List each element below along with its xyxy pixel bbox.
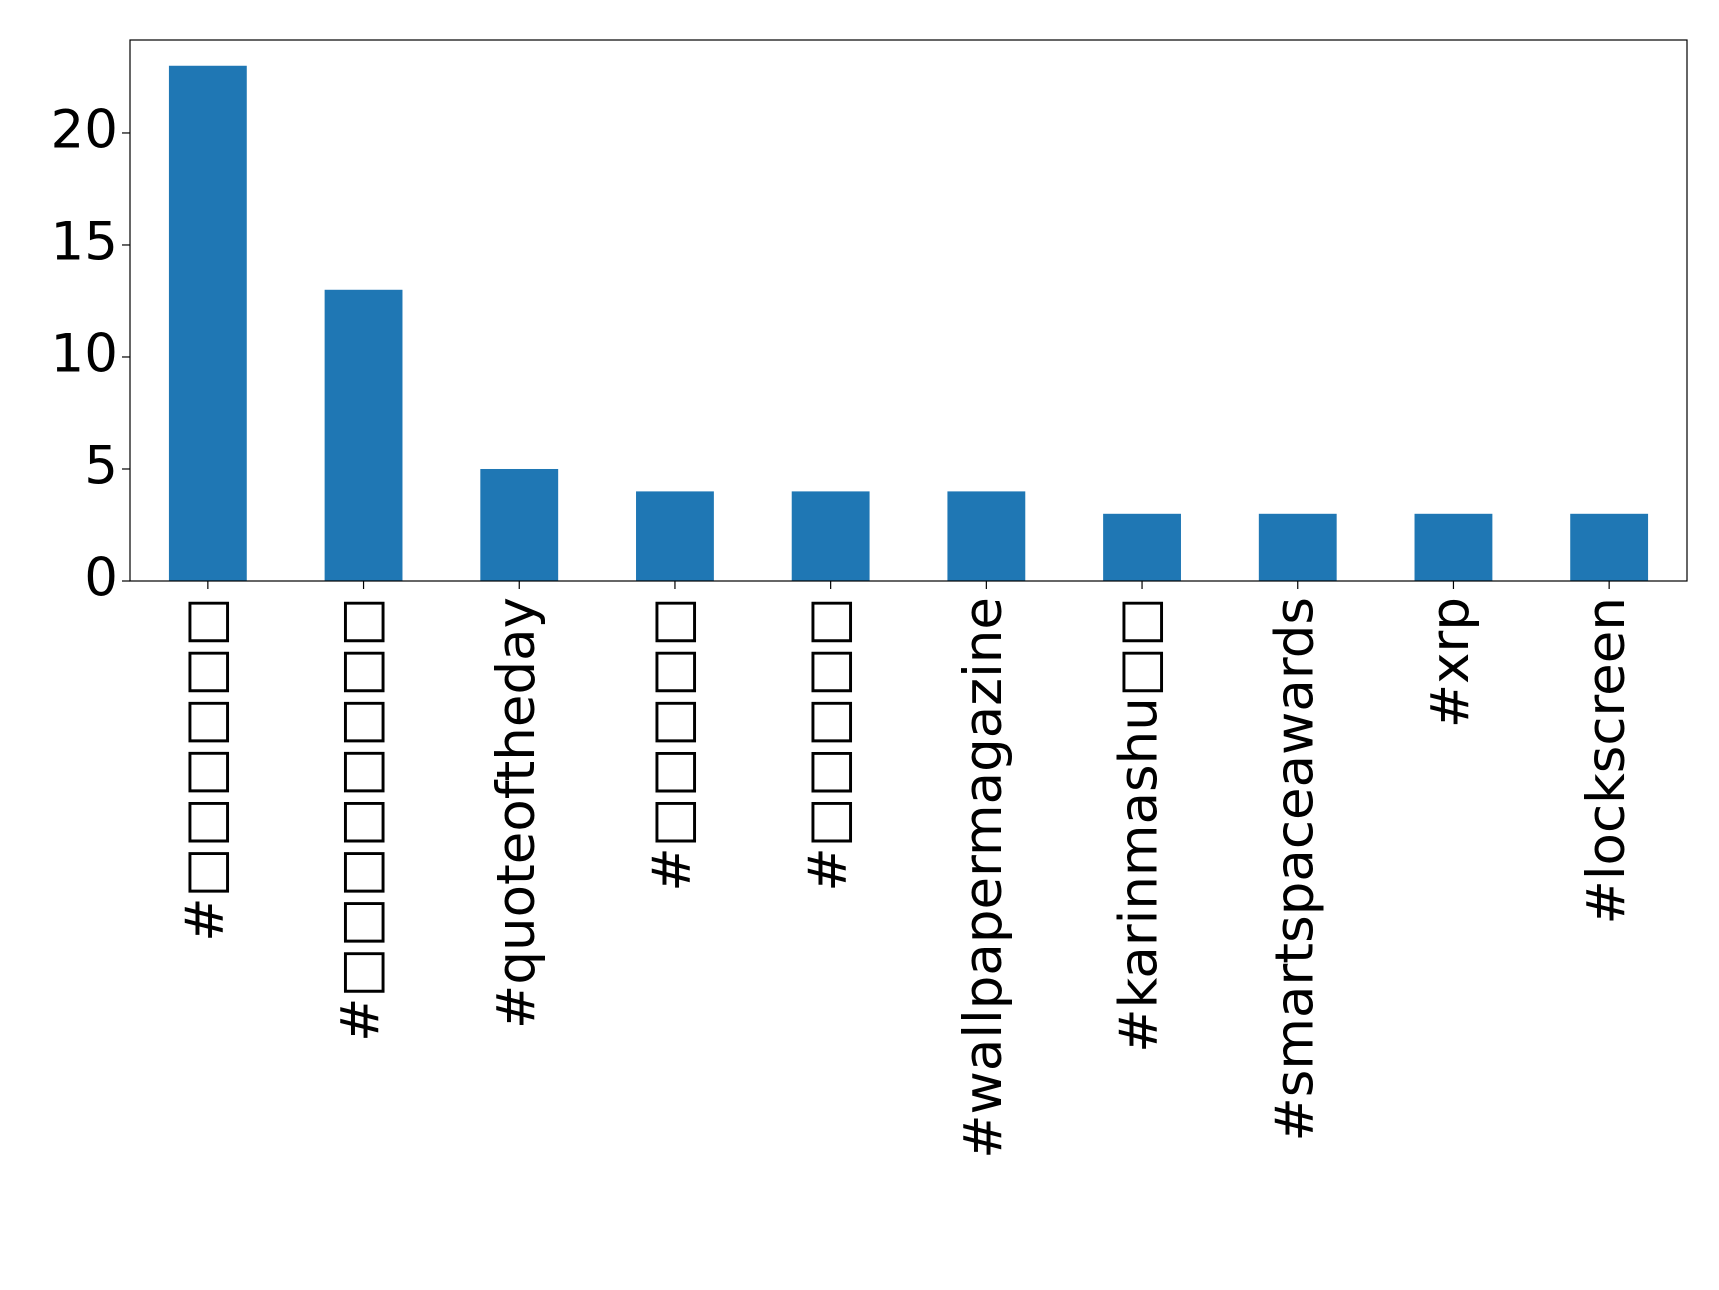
x-tick-label: #quoteoftheday (486, 597, 547, 1029)
x-tick-label: #□□□□□□ (174, 597, 235, 942)
x-tick-label: #□□□□□□□□ (330, 597, 391, 1042)
x-tick-label: #xrp (1420, 597, 1481, 728)
bar (947, 491, 1026, 581)
x-tick-label: #□□□□□ (797, 597, 858, 892)
bar (1103, 513, 1181, 581)
x-tick-label: #□□□□□ (642, 597, 703, 892)
y-tick-label: 15 (51, 212, 118, 273)
x-tick-label: #smartspaceawards (1264, 597, 1325, 1142)
y-tick-label: 20 (51, 100, 118, 161)
bar (1570, 513, 1649, 581)
y-tick-label: 0 (84, 548, 118, 609)
x-tick-label: #karinmashu□□ (1109, 597, 1170, 1053)
bar (636, 491, 714, 581)
x-tick-label: #wallpapermagazine (953, 597, 1014, 1159)
bar (168, 65, 247, 581)
bar (1258, 513, 1337, 581)
x-tick-label: #lockscreen (1576, 597, 1637, 925)
bar (324, 289, 403, 581)
bar (480, 468, 559, 581)
y-tick-label: 5 (84, 436, 118, 497)
bar (1414, 513, 1493, 581)
y-tick-label: 10 (51, 324, 118, 385)
bar (791, 491, 870, 581)
plot-frame (129, 39, 1688, 582)
